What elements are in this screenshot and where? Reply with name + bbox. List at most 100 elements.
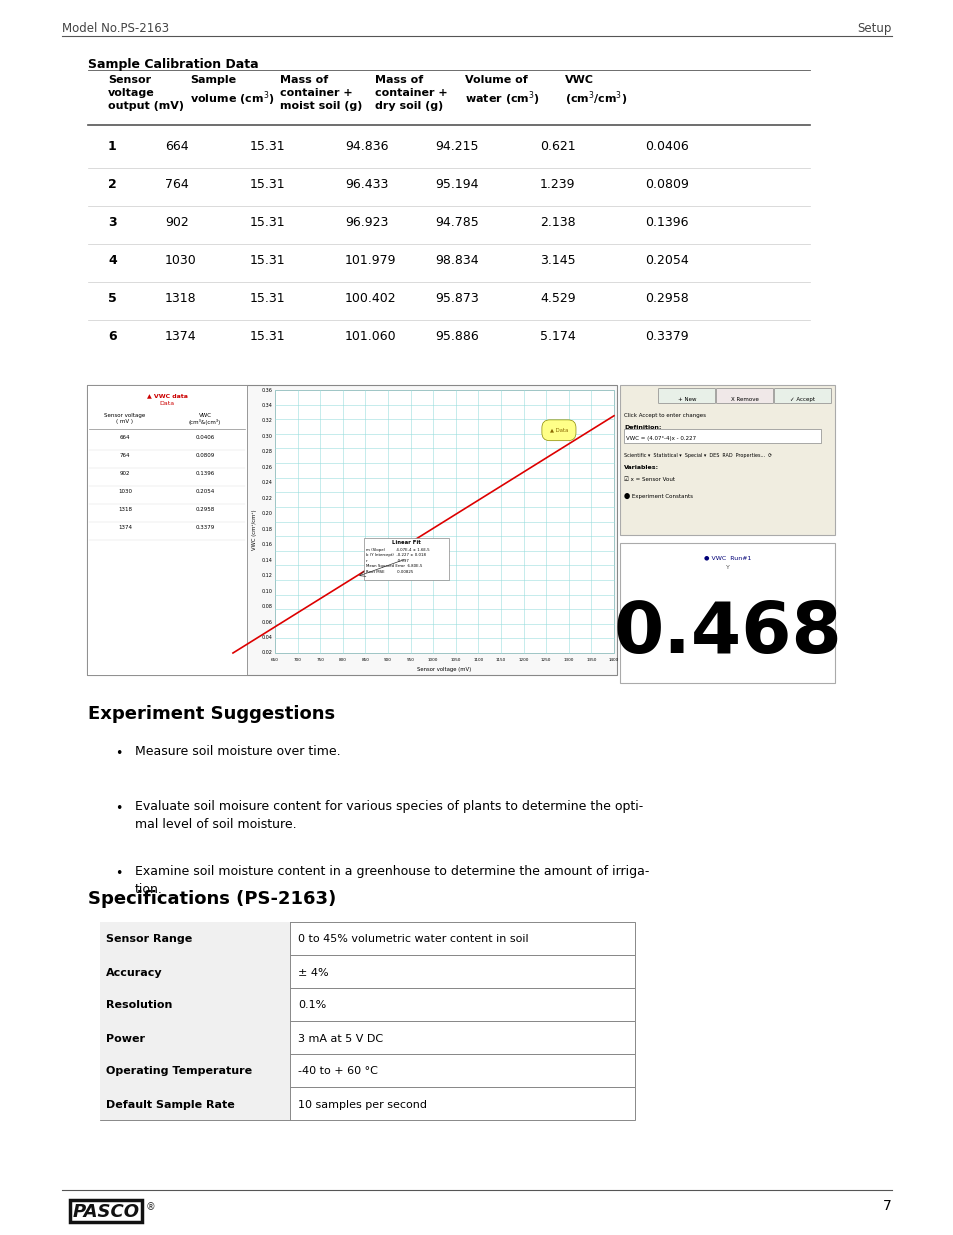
Bar xyxy=(87,385,247,676)
Bar xyxy=(100,955,290,988)
Text: 0.30: 0.30 xyxy=(262,433,273,438)
Text: 0.16: 0.16 xyxy=(262,542,273,547)
Text: Sensor
voltage
output (mV): Sensor voltage output (mV) xyxy=(108,75,184,111)
Text: ✓ Accept: ✓ Accept xyxy=(790,396,815,403)
Text: 0.06: 0.06 xyxy=(262,620,273,625)
Text: •: • xyxy=(115,867,122,881)
Text: 0.0809: 0.0809 xyxy=(644,178,688,191)
Text: 664: 664 xyxy=(165,140,189,153)
Text: Sensor Range: Sensor Range xyxy=(106,935,193,945)
Bar xyxy=(100,955,635,988)
Text: 650: 650 xyxy=(271,658,278,662)
Text: m (Slope)         4.07E-4 ± 1.6E-5
b (Y Intercept)  -0.227 ± 0.018
r            : m (Slope) 4.07E-4 ± 1.6E-5 b (Y Intercep… xyxy=(366,548,429,574)
Bar xyxy=(364,537,449,579)
Text: 0.24: 0.24 xyxy=(262,480,273,485)
FancyBboxPatch shape xyxy=(658,389,715,404)
Text: 94.836: 94.836 xyxy=(345,140,388,153)
Text: 10 samples per second: 10 samples per second xyxy=(297,1099,427,1109)
Bar xyxy=(100,1087,290,1120)
Text: 0.2958: 0.2958 xyxy=(644,291,688,305)
Text: 0.36: 0.36 xyxy=(262,388,273,393)
Text: 1350: 1350 xyxy=(585,658,596,662)
Bar xyxy=(100,988,290,1021)
Text: Setup: Setup xyxy=(857,22,891,35)
Text: Resolution: Resolution xyxy=(106,1000,172,1010)
Text: 15.31: 15.31 xyxy=(250,140,285,153)
Text: Experiment Suggestions: Experiment Suggestions xyxy=(88,705,335,722)
Text: ± 4%: ± 4% xyxy=(297,967,328,977)
Text: ⬤ Experiment Constants: ⬤ Experiment Constants xyxy=(623,493,692,499)
Text: 1200: 1200 xyxy=(517,658,528,662)
Text: 0.1396: 0.1396 xyxy=(644,216,688,228)
Text: 98.834: 98.834 xyxy=(435,254,478,267)
Text: 4.529: 4.529 xyxy=(539,291,575,305)
Text: 94.785: 94.785 xyxy=(435,216,478,228)
Text: 15.31: 15.31 xyxy=(250,330,285,343)
Bar xyxy=(100,923,290,955)
Text: 0.3379: 0.3379 xyxy=(195,525,214,530)
Text: 700: 700 xyxy=(294,658,301,662)
Text: Mass of
container +
moist soil (g): Mass of container + moist soil (g) xyxy=(280,75,362,111)
Text: 101.979: 101.979 xyxy=(345,254,396,267)
Text: 0.14: 0.14 xyxy=(262,558,273,563)
Text: Examine soil moisture content in a greenhouse to determine the amount of irriga-: Examine soil moisture content in a green… xyxy=(135,864,649,897)
Text: 0.0406: 0.0406 xyxy=(644,140,688,153)
Text: 950: 950 xyxy=(406,658,415,662)
Text: 1250: 1250 xyxy=(540,658,551,662)
Text: 0.0406: 0.0406 xyxy=(195,435,214,440)
Text: Sample Calibration Data: Sample Calibration Data xyxy=(88,58,258,70)
Text: Operating Temperature: Operating Temperature xyxy=(106,1067,252,1077)
Text: VWC
(cm$^3$/cm$^3$): VWC (cm$^3$/cm$^3$) xyxy=(564,75,627,109)
Text: 5: 5 xyxy=(108,291,116,305)
Text: Specifications (PS-2163): Specifications (PS-2163) xyxy=(88,890,335,908)
Text: 0.28: 0.28 xyxy=(262,450,273,454)
Text: 101.060: 101.060 xyxy=(345,330,396,343)
Text: 0.0809: 0.0809 xyxy=(195,453,214,458)
Text: 0.12: 0.12 xyxy=(262,573,273,578)
Bar xyxy=(623,429,821,443)
Text: 0.18: 0.18 xyxy=(262,527,273,532)
Bar xyxy=(100,1021,290,1053)
Text: 15.31: 15.31 xyxy=(250,254,285,267)
Text: 902: 902 xyxy=(165,216,189,228)
Text: Sample
volume (cm$^3$): Sample volume (cm$^3$) xyxy=(190,75,274,109)
Text: 94.215: 94.215 xyxy=(435,140,478,153)
FancyBboxPatch shape xyxy=(774,389,831,404)
Text: Scientific ▾  Statistical ▾  Special ▾  DES  RAD  Properties...  ⟳: Scientific ▾ Statistical ▾ Special ▾ DES… xyxy=(623,453,771,458)
Text: 0.22: 0.22 xyxy=(262,495,273,501)
Text: 1318: 1318 xyxy=(165,291,196,305)
Text: 0.3379: 0.3379 xyxy=(644,330,688,343)
Text: Variables:: Variables: xyxy=(623,466,659,471)
Text: 95.886: 95.886 xyxy=(435,330,478,343)
Text: 0.10: 0.10 xyxy=(262,589,273,594)
Bar xyxy=(87,385,617,676)
Text: 0 to 45% volumetric water content in soil: 0 to 45% volumetric water content in soi… xyxy=(297,935,528,945)
Text: 3 mA at 5 V DC: 3 mA at 5 V DC xyxy=(297,1034,383,1044)
Text: 0.02: 0.02 xyxy=(262,651,273,656)
Text: 0.34: 0.34 xyxy=(262,403,273,408)
Text: Volume of
water (cm$^3$): Volume of water (cm$^3$) xyxy=(464,75,539,109)
Text: 15.31: 15.31 xyxy=(250,216,285,228)
Text: 902: 902 xyxy=(120,471,131,475)
Text: 95.194: 95.194 xyxy=(435,178,478,191)
Text: 1030: 1030 xyxy=(118,489,132,494)
Text: 0.2054: 0.2054 xyxy=(195,489,214,494)
Text: Y: Y xyxy=(725,564,729,571)
Text: 1100: 1100 xyxy=(473,658,483,662)
Text: 5.174: 5.174 xyxy=(539,330,576,343)
Text: 1000: 1000 xyxy=(428,658,438,662)
Text: Click Accept to enter changes: Click Accept to enter changes xyxy=(623,412,705,417)
Bar xyxy=(100,1087,635,1120)
Text: 7: 7 xyxy=(882,1199,891,1213)
Text: PASCO: PASCO xyxy=(72,1203,139,1221)
Text: 6: 6 xyxy=(108,330,116,343)
Text: Accuracy: Accuracy xyxy=(106,967,162,977)
Bar xyxy=(274,390,614,653)
Bar xyxy=(619,543,834,683)
Text: 664: 664 xyxy=(120,435,131,440)
Bar xyxy=(100,1053,290,1087)
Text: 1318: 1318 xyxy=(118,508,132,513)
Text: + New: + New xyxy=(677,396,696,403)
Text: 15.31: 15.31 xyxy=(250,178,285,191)
Text: 1300: 1300 xyxy=(563,658,574,662)
